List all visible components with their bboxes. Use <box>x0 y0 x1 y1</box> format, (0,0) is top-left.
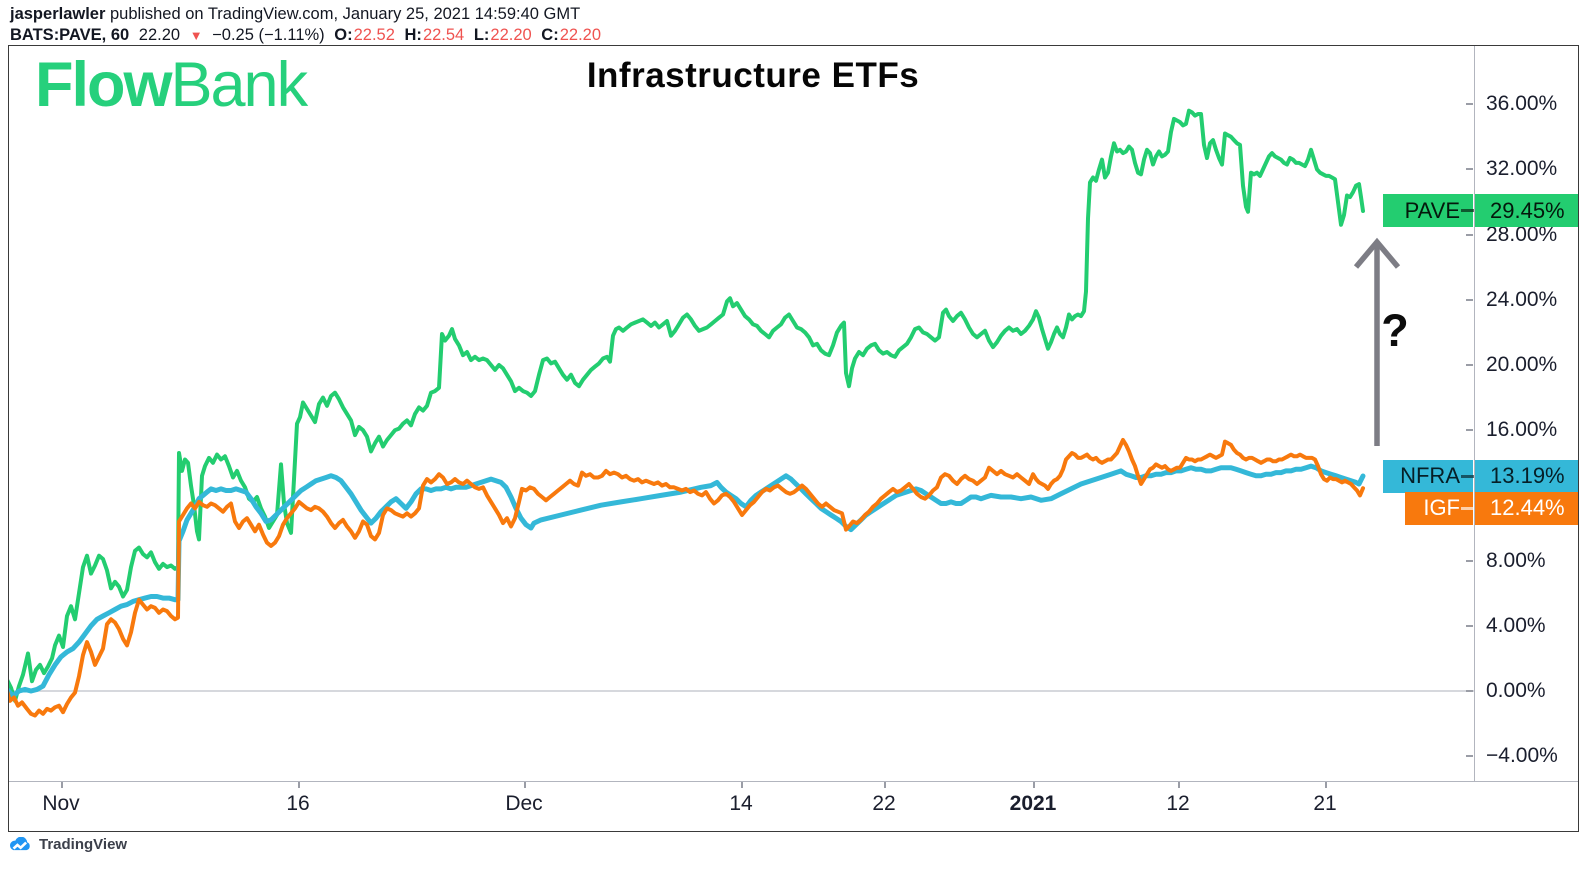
x-axis-tick-mark <box>1033 782 1035 788</box>
question-mark-annotation: ? <box>1381 305 1409 356</box>
y-axis-tick-label: 32.00% <box>1486 157 1558 181</box>
y-axis-tick-label: −4.00% <box>1486 744 1558 768</box>
y-axis-tick-mark <box>1466 755 1473 758</box>
open-label: O: <box>334 26 353 44</box>
flowbank-logo: FlowBank <box>35 54 308 117</box>
y-axis-tick-label: 20.00% <box>1486 353 1558 376</box>
flowbank-logo-light: Bank <box>170 50 308 120</box>
plot-area: ? FlowBank Infrastructure ETFs <box>9 46 1474 781</box>
tradingview-cloud-icon <box>10 836 30 850</box>
price-change: −0.25 (−1.11%) <box>212 26 325 44</box>
high-label: H: <box>404 26 422 44</box>
x-axis-tick-label-2021: 2021 <box>1009 792 1057 815</box>
symbol-name: BATS:PAVE, 60 <box>10 26 130 44</box>
series-line-nfra <box>9 463 1366 699</box>
close-value: 22.20 <box>559 26 602 44</box>
chart-title: Infrastructure ETFs <box>586 56 920 95</box>
x-axis-tick-mark <box>741 782 743 788</box>
x-axis-tick-mark <box>1178 782 1180 788</box>
low-label: L: <box>473 26 490 44</box>
price-label-ticker-nfra: NFRA <box>1383 459 1473 493</box>
up-arrow-annotation <box>1353 237 1401 446</box>
y-axis-tick-label: 16.00% <box>1486 418 1558 442</box>
y-axis-tick-label: 24.00% <box>1486 287 1558 311</box>
symbol-status-line: BATS:PAVE, 60 22.20 ▼ −0.25 (−1.11%) O:2… <box>10 25 606 46</box>
time-axis[interactable]: Nov 16 Dec 14 22 2021 12 21 <box>9 781 1578 832</box>
x-axis-tick-label-nov: Nov <box>42 792 80 815</box>
y-axis-tick-mark <box>1466 429 1473 432</box>
price-label-dash <box>1461 474 1474 478</box>
x-axis-tick-mark <box>524 782 526 788</box>
byline-published-text: published on TradingView.com, January 25… <box>105 5 581 23</box>
series-line-igf <box>9 438 1365 718</box>
x-axis-tick-label-dec: Dec <box>505 792 543 815</box>
y-axis-tick-label: 4.00% <box>1486 613 1546 637</box>
price-label-value-nfra: 13.19% <box>1475 459 1578 493</box>
y-axis-tick-mark <box>1466 298 1473 301</box>
flowbank-logo-bold: Flow <box>35 50 172 120</box>
tradingview-watermark-text: TradingView <box>39 836 128 853</box>
low-value: 22.20 <box>490 26 532 44</box>
x-axis-tick-label-21: 21 <box>1313 792 1337 815</box>
y-axis-tick-label: 8.00% <box>1486 548 1546 572</box>
y-axis-tick-mark <box>1466 103 1473 106</box>
y-axis-tick-mark <box>1466 690 1473 692</box>
snapshot-header: jasperlawler published on TradingView.co… <box>10 4 606 46</box>
price-label-ticker-pave: PAVE <box>1383 194 1473 228</box>
tradingview-watermark[interactable]: TradingView <box>8 836 127 853</box>
y-axis-tick-mark <box>1466 168 1473 171</box>
x-axis-tick-label-16: 16 <box>286 792 310 815</box>
price-lines-svg: ? <box>9 108 1474 718</box>
x-axis-tick-label-14: 14 <box>729 792 753 815</box>
x-axis-tick-label-12: 12 <box>1166 792 1190 815</box>
byline: jasperlawler published on TradingView.co… <box>10 4 606 25</box>
x-axis-tick-label-22: 22 <box>872 792 896 815</box>
close-label: C: <box>541 26 559 44</box>
price-label-value-igf: 12.44% <box>1475 491 1578 525</box>
x-axis-tick-mark <box>1325 782 1327 788</box>
x-axis-tick-mark <box>61 782 63 788</box>
y-axis-tick-mark <box>1466 559 1473 562</box>
x-axis-tick-mark <box>298 782 300 788</box>
y-axis-tick-mark <box>1466 364 1473 366</box>
y-axis-tick-mark <box>1466 624 1473 627</box>
byline-author: jasperlawler <box>10 5 106 23</box>
y-axis-tick-label: 36.00% <box>1486 92 1558 116</box>
y-axis-tick-label: 0.00% <box>1486 679 1546 702</box>
price-axis[interactable]: 36.00% 32.00% 28.00% 24.00% 20.00% 16.00% 8.00… <box>1474 46 1579 781</box>
y-axis-tick-mark <box>1466 233 1473 236</box>
down-triangle-icon: ▼ <box>189 28 203 43</box>
price-label-dash <box>1461 209 1474 213</box>
price-label-ticker-igf: IGF <box>1405 491 1473 525</box>
price-label-dash <box>1461 506 1474 510</box>
open-value: 22.52 <box>353 26 395 44</box>
last-price: 22.20 <box>138 26 181 44</box>
price-label-value-pave: 29.45% <box>1475 194 1578 228</box>
y-axis-tick-label: 28.00% <box>1486 222 1558 246</box>
series-line-pave <box>9 108 1365 703</box>
high-value: 22.54 <box>422 26 465 44</box>
x-axis-tick-mark <box>884 782 886 788</box>
chart-frame: ? FlowBank Infrastructure ETFs 36.00% 32.… <box>8 45 1579 832</box>
